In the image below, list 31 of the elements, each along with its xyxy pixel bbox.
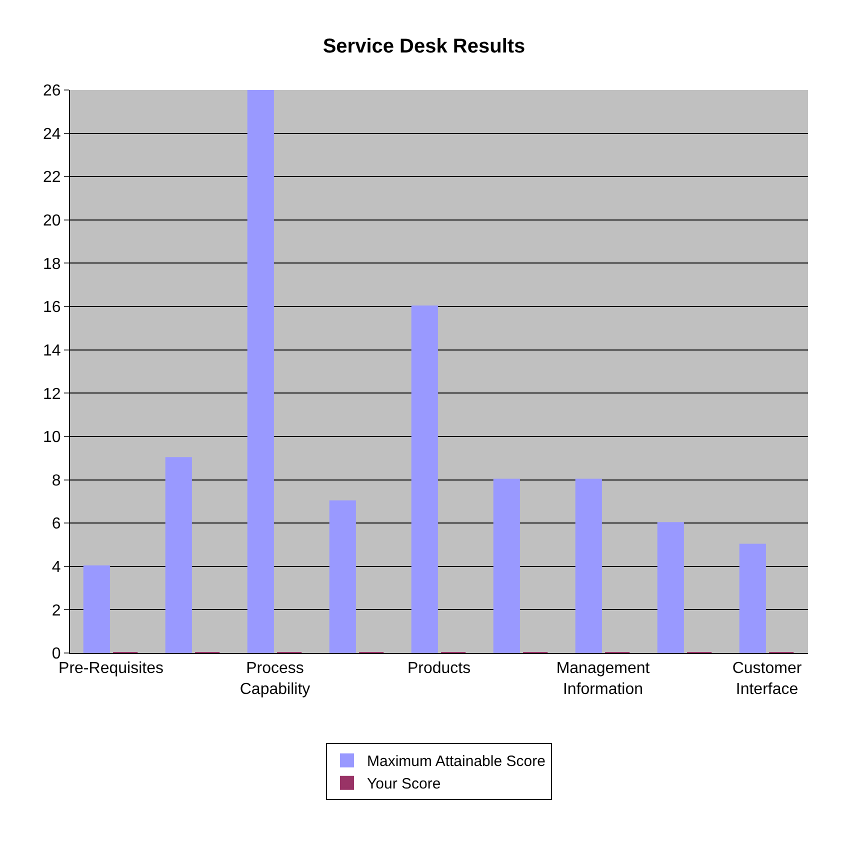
- bar: [329, 500, 356, 653]
- y-tick-label: 6: [52, 516, 61, 533]
- y-tick-label: 8: [52, 472, 61, 490]
- y-tick-label: 18: [43, 256, 61, 273]
- legend-label: Your Score: [367, 776, 441, 793]
- bar: [493, 478, 520, 653]
- bar: [83, 565, 110, 653]
- y-tick-label: 22: [43, 169, 61, 186]
- y-tick-label: 12: [43, 386, 61, 403]
- x-tick-label: Process Capability: [240, 660, 310, 698]
- y-tick-label: 4: [52, 558, 61, 576]
- legend-label: Maximum Attainable Score: [367, 753, 546, 770]
- bar: [247, 90, 274, 653]
- x-tick-label: Customer Interface: [732, 660, 802, 698]
- y-tick-label: 10: [43, 429, 61, 446]
- y-tick-label: 20: [43, 212, 61, 230]
- x-tick-label: Products: [407, 660, 471, 678]
- chart-title: Service Desk Results: [322, 35, 526, 58]
- bar: [165, 457, 192, 653]
- x-tick-label: Management Information: [556, 660, 650, 698]
- bar: [657, 522, 684, 653]
- y-tick-label: 16: [43, 299, 61, 316]
- bar: [739, 544, 766, 653]
- y-tick-label: 14: [43, 342, 61, 360]
- bar: [411, 306, 438, 653]
- y-tick-label: 26: [43, 82, 61, 100]
- y-tick-label: 24: [43, 126, 61, 143]
- bar: [575, 478, 602, 653]
- y-tick-label: 0: [52, 646, 61, 663]
- x-tick-label: Pre-Requisites: [58, 660, 164, 678]
- y-tick-label: 2: [52, 602, 61, 620]
